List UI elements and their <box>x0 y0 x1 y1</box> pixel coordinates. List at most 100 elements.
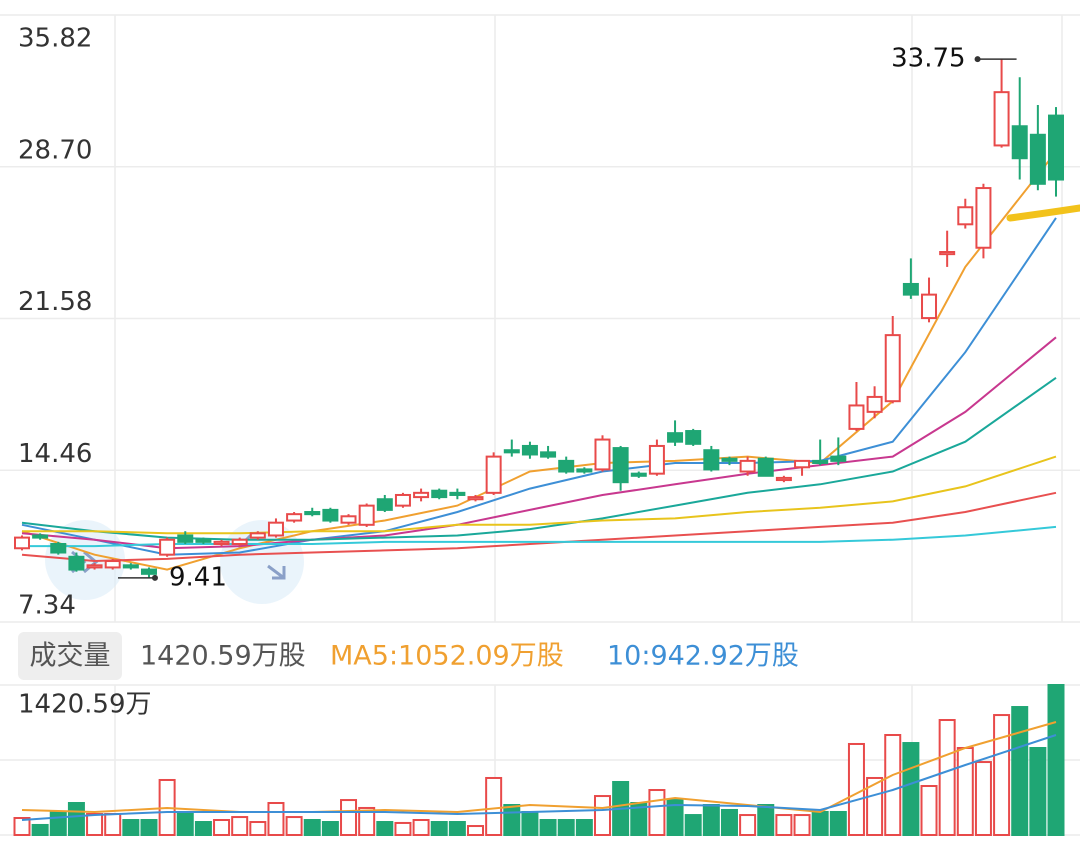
candle-body <box>195 538 212 543</box>
max-marker-dot <box>974 56 981 63</box>
candle-body <box>775 476 792 482</box>
candle-body <box>685 430 702 445</box>
candle-body <box>902 282 919 296</box>
volume-bar <box>49 810 67 836</box>
volume-bar <box>194 821 212 837</box>
ma-lines <box>21 151 1057 571</box>
volume-bar <box>31 823 49 836</box>
volume-bar <box>104 812 122 837</box>
volume-button[interactable] <box>18 632 122 680</box>
volume-bar <box>1029 746 1047 836</box>
candle-body <box>122 564 139 569</box>
volume-bar <box>775 814 793 837</box>
volume-bar <box>720 808 738 836</box>
max-marker-label: 33.75 <box>891 44 965 74</box>
y-tick-label: 28.70 <box>18 135 92 165</box>
y-tick-label: 35.82 <box>18 24 92 54</box>
volume-bar <box>684 814 702 837</box>
candle-body <box>866 395 883 413</box>
candle-body <box>32 534 49 539</box>
volume-bar <box>412 819 430 836</box>
candle-body <box>794 459 811 469</box>
candle-body <box>286 513 303 522</box>
candle-body <box>739 459 756 473</box>
min-marker-label: 9.41 <box>169 562 227 592</box>
candle-body <box>521 444 538 456</box>
volume-ma5: MA5:1052.09万股 <box>330 641 564 672</box>
candle-body <box>667 432 684 443</box>
candle-body <box>322 508 339 522</box>
volume-bar <box>376 821 394 837</box>
volume-bar <box>521 810 539 836</box>
volume-ma-line <box>21 734 1057 821</box>
y-tick-label: 7.34 <box>18 591 76 621</box>
candle-body <box>612 447 629 484</box>
volume-bar <box>739 814 757 837</box>
volume-bar <box>13 817 31 836</box>
candle-body <box>159 538 176 556</box>
volume-bar <box>648 789 666 836</box>
volume-bar <box>140 819 158 836</box>
candle-body <box>86 564 103 569</box>
candle-body <box>394 493 411 507</box>
candle-body <box>703 449 720 471</box>
volume-bar <box>956 746 974 836</box>
volume-bar <box>467 825 485 836</box>
candle-body <box>413 491 430 499</box>
candle-body <box>140 568 157 575</box>
candle-body <box>848 404 865 430</box>
volume-bar <box>811 810 829 836</box>
volume-bar <box>249 821 267 837</box>
volume-bar <box>557 819 575 836</box>
candle-body <box>576 468 593 473</box>
volume-button-label[interactable]: 成交量 <box>30 641 111 672</box>
extreme-markers: 33.75 9.41 <box>117 44 1017 592</box>
volume-bar <box>539 819 557 836</box>
volume-bar <box>394 821 412 837</box>
candle-body <box>376 498 393 511</box>
volume-bar <box>902 742 920 837</box>
candle-body <box>558 459 575 473</box>
candle-body <box>830 455 847 462</box>
candle-body <box>14 536 30 550</box>
candle-body <box>431 489 448 499</box>
candle-body <box>304 511 321 516</box>
candles <box>14 59 1064 578</box>
volume-bar <box>829 810 847 836</box>
candle-body <box>540 451 557 458</box>
candle-body <box>921 293 938 320</box>
volume-bar <box>213 819 231 836</box>
volume-bar <box>1011 706 1029 837</box>
candle-body <box>267 521 284 537</box>
volume-bar <box>448 821 466 837</box>
volume-bar <box>757 804 775 836</box>
volume-bar <box>340 799 358 837</box>
volume-bar <box>231 816 249 836</box>
candle-body <box>975 187 992 249</box>
volume-bar <box>847 742 865 837</box>
vertical-grid <box>0 15 1080 836</box>
volume-bar <box>974 761 992 836</box>
ma-line <box>22 455 1057 535</box>
volume-bar <box>86 812 104 837</box>
volume-bar <box>993 714 1011 837</box>
candle-body <box>757 457 774 477</box>
candle-body <box>648 444 665 475</box>
volume-bar <box>303 819 321 836</box>
candle-body <box>249 532 266 539</box>
volume-bars <box>13 684 1065 837</box>
highlight-stroke <box>1006 204 1080 222</box>
grid: 7.34 14.46 21.58 28.70 35.82 1420.59万 <box>0 14 1080 720</box>
volume-bar <box>485 776 503 837</box>
volume-bar <box>938 719 956 837</box>
candle-body <box>358 504 375 526</box>
candle-body <box>812 459 829 465</box>
candle-body <box>467 496 484 501</box>
volume-bar <box>1047 684 1065 836</box>
volume-bar <box>503 804 521 836</box>
ma-line <box>21 336 1057 550</box>
candle-body <box>939 251 956 256</box>
y-tick-label: 21.58 <box>18 287 92 317</box>
volume-bar <box>358 806 376 837</box>
min-marker-dot <box>151 574 158 581</box>
